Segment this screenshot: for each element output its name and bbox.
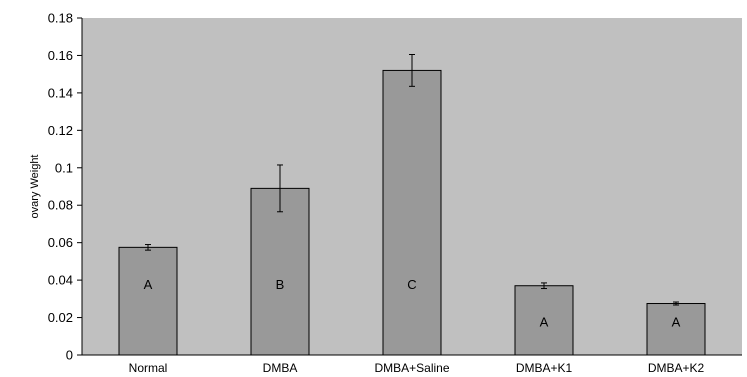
bar-dmba-saline [382, 69, 442, 356]
bar-normal [118, 246, 178, 356]
axes [81, 18, 742, 356]
y-tick-label: 0.18 [48, 11, 73, 26]
group-letters: A B C A A [144, 277, 681, 329]
y-tick-label: 0.08 [48, 198, 73, 213]
y-tick-label: 0 [66, 348, 73, 363]
error-bar [541, 282, 547, 290]
y-tick-label: 0.02 [48, 310, 73, 325]
y-tick-label: 0.14 [48, 85, 73, 100]
group-letter: A [144, 277, 153, 292]
y-axis-ticks: 0 0.02 0.04 0.06 0.08 0.1 0.12 0.14 0.16 0.18 [48, 11, 82, 363]
bar-dmba [250, 187, 310, 356]
y-tick-label: 0.04 [48, 273, 73, 288]
error-bar [145, 244, 151, 251]
x-tick-label: DMBA+K1 [516, 361, 573, 375]
group-letter: A [672, 314, 681, 329]
x-tick-label: DMBA+Saline [374, 361, 449, 375]
x-axis-labels: Normal DMBA DMBA+Saline DMBA+K1 DMBA+K2 [129, 361, 705, 375]
error-bars-group [145, 54, 679, 306]
error-bar [277, 164, 283, 213]
y-tick-label: 0.06 [48, 235, 73, 250]
y-tick-label: 0.1 [55, 160, 73, 175]
x-tick-label: DMBA [263, 361, 298, 375]
y-tick-label: 0.16 [48, 48, 73, 63]
x-tick-label: Normal [129, 361, 168, 375]
y-axis-title: ovary Weight [29, 155, 41, 219]
error-bar [673, 301, 679, 306]
group-letter: B [276, 277, 285, 292]
y-tick-label: 0.12 [48, 123, 73, 138]
x-tick-label: DMBA+K2 [648, 361, 705, 375]
bars-group [118, 69, 706, 356]
group-letter: C [407, 277, 416, 292]
error-bar [409, 54, 415, 87]
group-letter: A [540, 314, 549, 329]
